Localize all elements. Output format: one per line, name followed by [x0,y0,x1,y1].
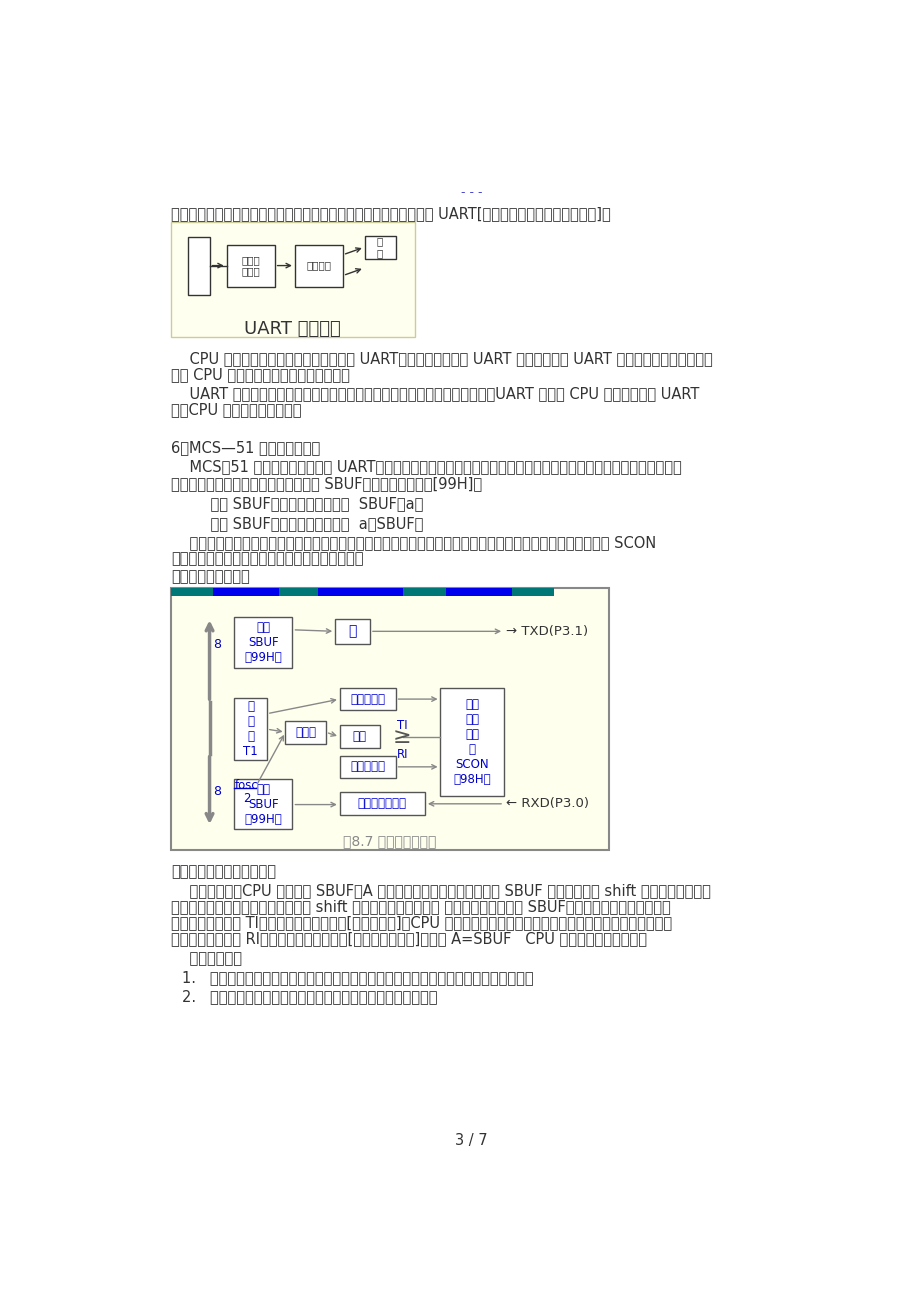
Text: 串行口构造图如下：: 串行口构造图如下： [171,569,249,585]
Text: ≥: ≥ [392,727,411,747]
Bar [226,245,275,288]
Text: 波特率
发生器: 波特率 发生器 [241,255,260,276]
Text: 图8.7 串行口结构框图: 图8.7 串行口结构框图 [343,833,436,848]
Text: 它工作，因而开发出专用于处理异步串行通信发送和接收工作的芯片 UART[通用异步串行通信接收发送器]。: 它工作，因而开发出专用于处理异步串行通信发送和接收工作的芯片 UART[通用异步… [171,206,610,221]
Text: 定
时
器
T1: 定 时 器 T1 [243,700,257,758]
Text: 串寄
行存
控器
制
SCON
（98H）: 串寄 行存 控器 制 SCON （98H） [453,698,491,786]
Bar [335,618,369,643]
Text: 接收部分: 接收部分 [306,260,331,271]
Text: RI: RI [397,747,408,760]
Bar [285,720,325,743]
Text: 置位发送中断标志 TI，该位可作为查询标志[或引起中断]，CPU 可再发送下一帧数据。乙方一帧数据到齐即接收缓冲器满，: 置位发送中断标志 TI，该位可作为查询标志[或引起中断]，CPU 可再发送下一帧… [171,915,671,931]
Bar [171,589,608,850]
Text: 8: 8 [212,638,221,651]
Bar [339,725,380,749]
Bar [234,698,267,760]
Text: - - -: - - - [460,185,482,198]
Text: 3 / 7: 3 / 7 [455,1133,487,1147]
Text: 发送
SBUF
（99H）: 发送 SBUF （99H） [244,621,282,664]
Text: CPU 只需将要发送的一个字节数据交给 UART，其它发送工作由 UART 自动完成，当 UART 将一帧数据发送完毕，会: CPU 只需将要发送的一个字节数据交给 UART，其它发送工作由 UART 自动… [171,352,712,366]
Bar [294,245,343,288]
Text: 后，CPU 的负担大大减轻了。: 后，CPU 的负担大大减轻了。 [171,402,301,418]
Text: 输入移位寄存器: 输入移位寄存器 [357,797,406,810]
Bar [446,589,511,596]
Text: 发送 SBUF：只能写，不能读；  SBUF＝a；: 发送 SBUF：只能写，不能读； SBUF＝a； [192,496,424,512]
Bar [364,236,395,259]
Text: UART 自动监测线路状态并完成数据接收工作，当接收到一个字节数据后，UART 会通知 CPU 来读取。采用 UART: UART 自动监测线路状态并完成数据接收工作，当接收到一个字节数据后，UART … [171,387,698,401]
Text: 串行通信的传送过程说明：: 串行通信的传送过程说明： [171,863,276,879]
Text: ← RXD(P3.0): ← RXD(P3.0) [505,797,589,810]
Text: 1.   甲、乙方的移位时钟频率应一样，即应具有一样的波特率，否那么会造成数据丢失。: 1. 甲、乙方的移位时钟频率应一样，即应具有一样的波特率，否那么会造成数据丢失。 [181,970,533,986]
Bar [171,221,414,337]
Bar [339,756,395,777]
Text: 接收、发送缓冲器，这两个缓冲器同名 SBUF，共用一个地址号[99H]。: 接收、发送缓冲器，这两个缓冲器同名 SBUF，共用一个地址号[99H]。 [171,475,482,491]
Text: 由上述可知：: 由上述可知： [171,950,242,966]
Text: → TXD(P3.1): → TXD(P3.1) [505,625,588,638]
Text: 置位接收中断标志 RI，该位可作为查询标志[或引起接收中断]，通过 A=SBUF   CPU 将这帧数据并行读入。: 置位接收中断标志 RI，该位可作为查询标志[或引起接收中断]，通过 A=SBUF… [171,932,646,947]
Bar [234,779,292,829]
Text: 中写入相应的控制字就可改变串行口的工作方式。: 中写入相应的控制字就可改变串行口的工作方式。 [171,551,363,566]
Bar [171,589,213,596]
Bar [234,617,292,668]
Bar [440,689,504,796]
Text: 发送控制器: 发送控制器 [350,693,385,706]
Text: UART 传输结构: UART 传输结构 [244,320,341,339]
Bar [339,689,395,710]
Bar [339,792,425,815]
Text: fosc: fosc [234,779,258,792]
Bar [213,589,279,596]
Text: 6、MCS—51 的串行通信接口: 6、MCS—51 的串行通信接口 [171,440,320,456]
Bar [187,237,210,294]
Bar [318,589,403,596]
Text: TI: TI [397,719,407,732]
Text: 2: 2 [243,792,250,805]
Text: 收
发: 收 发 [377,236,382,258]
Text: 门: 门 [348,625,357,638]
Text: 2.   发送方是先发数据再查标志，接收方是先查标志再收数据。: 2. 发送方是先发数据再查标志，接收方是先查标志再收数据。 [181,990,437,1004]
Text: 分频器: 分频器 [295,725,316,738]
Text: 接收
SBUF
（99H）: 接收 SBUF （99H） [244,783,282,825]
Text: 接收 SBUF：只能读，不能写。  a＝SBUF；: 接收 SBUF：只能读，不能写。 a＝SBUF； [192,516,424,531]
Text: 串行接口有四种工作方式，有的工作方式时其波特率是可变的。用户可以用软件编程的方法在串行控制存放器 SCON: 串行接口有四种工作方式，有的工作方式时其波特率是可变的。用户可以用软件编程的方法… [171,535,655,549]
Text: 接收控制器: 接收控制器 [350,760,385,773]
Bar [511,589,554,596]
Text: 通知 CPU 已发送完，可提交下一个字节。: 通知 CPU 已发送完，可提交下一个字节。 [171,367,349,383]
Text: 高位一位一位发送，乙方在接收时钟 shift 的控制下由低位到高位 顺序进入移位存放器 SBUF，甲方一帧数据发送完毕，: 高位一位一位发送，乙方在接收时钟 shift 的控制下由低位到高位 顺序进入移位… [171,900,670,914]
Bar [403,589,446,596]
Text: MCS－51 单片机都集成有一个 UART，用于全双工方式的串行通信，可以同时发送、接收数据。它有两个互相独立的: MCS－51 单片机都集成有一个 UART，用于全双工方式的串行通信，可以同时发… [171,460,681,475]
Text: 中断: 中断 [353,730,367,743]
Bar [279,589,318,596]
Text: 8: 8 [212,785,221,798]
Text: 甲方发送时，CPU 执行指令 SBUF＝A 启动了发送过程，数据并行送入 SBUF ，在发送时钟 shift 的控制下由低位到: 甲方发送时，CPU 执行指令 SBUF＝A 启动了发送过程，数据并行送入 SBU… [171,883,709,898]
